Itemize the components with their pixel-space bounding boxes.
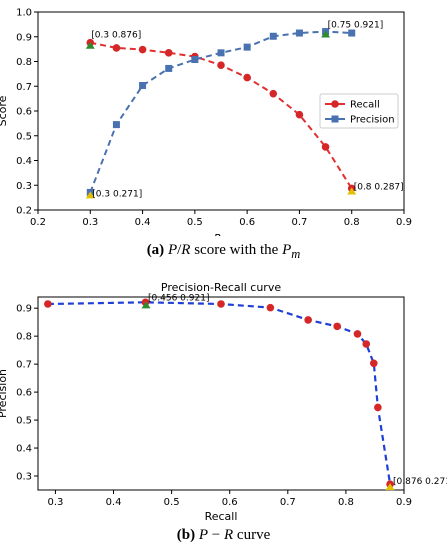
x-tick-label: 0.8 bbox=[344, 217, 360, 228]
point-pr bbox=[44, 300, 52, 308]
point-recall bbox=[217, 61, 225, 70]
point-precision bbox=[165, 64, 173, 72]
y-tick-label: 0.4 bbox=[16, 444, 32, 455]
y-axis-label: Precision bbox=[0, 369, 9, 418]
point-recall bbox=[269, 89, 278, 98]
highlight-marker bbox=[321, 30, 331, 38]
point-recall bbox=[138, 45, 147, 54]
point-pr bbox=[369, 359, 378, 368]
chart-title: Precision-Recall curve bbox=[161, 281, 281, 294]
x-tick-label: 0.5 bbox=[187, 217, 203, 228]
point-precision bbox=[348, 29, 356, 37]
point-pr bbox=[362, 340, 371, 348]
x-tick-label: 0.7 bbox=[280, 497, 296, 508]
y-tick-label: 0.9 bbox=[16, 304, 32, 315]
highlight-marker bbox=[85, 191, 95, 199]
point-pr bbox=[217, 300, 225, 308]
y-tick-label: 1.0 bbox=[16, 8, 32, 19]
y-tick-label: 0.8 bbox=[16, 57, 32, 68]
x-tick-label: 0.4 bbox=[106, 497, 122, 508]
y-tick-label: 0.3 bbox=[16, 472, 32, 483]
x-tick-label: 0.8 bbox=[338, 497, 354, 508]
x-tick-label: 0.2 bbox=[30, 217, 46, 228]
legend-label: Precision bbox=[350, 115, 395, 126]
x-tick-label: 0.5 bbox=[164, 497, 180, 508]
x-tick-label: 0.9 bbox=[396, 497, 412, 508]
point-precision bbox=[243, 43, 251, 51]
point-precision bbox=[139, 82, 147, 90]
point-precision bbox=[269, 32, 277, 40]
y-axis-label: Score bbox=[0, 95, 9, 126]
y-tick-label: 0.2 bbox=[16, 206, 32, 217]
point-precision bbox=[191, 56, 199, 64]
point-recall bbox=[243, 73, 251, 82]
y-tick-label: 0.6 bbox=[16, 107, 32, 118]
point-precision bbox=[112, 121, 120, 129]
point-recall bbox=[164, 49, 173, 57]
annotation-label: [0.75 0.921] bbox=[328, 21, 384, 31]
point-pr bbox=[333, 322, 341, 331]
point-precision bbox=[217, 49, 225, 57]
y-tick-label: 0.9 bbox=[16, 32, 32, 43]
y-tick-label: 0.7 bbox=[16, 82, 32, 93]
point-recall bbox=[295, 110, 304, 119]
legend-marker bbox=[331, 115, 339, 123]
y-tick-label: 0.8 bbox=[16, 332, 32, 343]
point-pr bbox=[304, 316, 312, 324]
x-tick-label: 0.7 bbox=[291, 217, 307, 228]
y-tick-label: 0.4 bbox=[16, 156, 32, 167]
score-vs-pm-chart: 0.2 0.3 0.4 0.5 0.6 0.7 0.8 0.9 0.2 0.3 0.4 0.5 0.6 0… bbox=[0, 8, 412, 237]
point-pr bbox=[374, 403, 382, 412]
point-pr bbox=[266, 303, 275, 312]
annotation-label: [0.3 0.876] bbox=[91, 31, 141, 41]
highlight-marker bbox=[385, 483, 395, 491]
highlight-marker bbox=[347, 187, 357, 195]
highlight-marker bbox=[141, 301, 151, 309]
x-tick-label: 0.9 bbox=[396, 217, 412, 228]
plot-frame bbox=[37, 296, 405, 491]
precision-recall-chart: Precision-Recall curve 0.3 0.4 0.5 0.6 0.7 0.8… bbox=[0, 281, 447, 523]
x-tick-label: 0.6 bbox=[239, 217, 255, 228]
point-pr bbox=[353, 330, 362, 338]
legend-label: Recall bbox=[350, 100, 380, 111]
point-recall bbox=[321, 143, 330, 151]
annotation-label: [0.876 0.271] bbox=[393, 477, 447, 487]
annotation-label: [0.456 0.921] bbox=[148, 293, 209, 303]
y-tick-label: 0.5 bbox=[16, 416, 32, 427]
point-recall bbox=[112, 44, 121, 52]
legend-marker bbox=[331, 100, 339, 108]
annotation-label: [0.8 0.287] bbox=[354, 182, 404, 192]
point-precision bbox=[295, 29, 303, 37]
x-tick-label: 0.3 bbox=[82, 217, 98, 228]
caption-a: (a) P/R score with the Pm bbox=[146, 242, 301, 261]
x-axis-label: Recall bbox=[205, 510, 238, 523]
x-tick-label: 0.6 bbox=[222, 497, 238, 508]
y-tick-label: 0.7 bbox=[16, 360, 32, 371]
x-tick-label: 0.4 bbox=[135, 217, 151, 228]
annotation-label: [0.3 0.271] bbox=[92, 189, 142, 199]
y-tick-label: 0.6 bbox=[16, 388, 32, 399]
y-tick-label: 0.5 bbox=[16, 131, 32, 142]
y-tick-label: 0.3 bbox=[16, 181, 32, 192]
highlight-marker bbox=[85, 41, 95, 49]
x-tick-label: 0.3 bbox=[47, 497, 63, 508]
x-axis-label: Pm bbox=[214, 232, 229, 236]
caption-b: (b) P − R curve bbox=[176, 527, 271, 543]
